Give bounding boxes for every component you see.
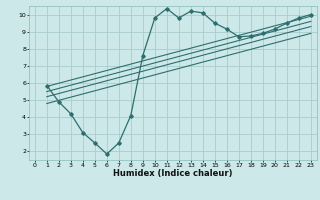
X-axis label: Humidex (Indice chaleur): Humidex (Indice chaleur) [113, 169, 233, 178]
